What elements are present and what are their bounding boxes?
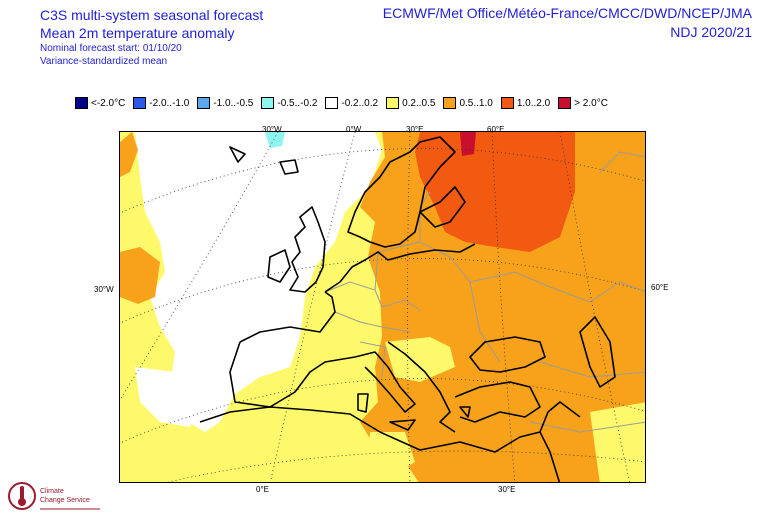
thermometer-globe-icon: Climate Change Service: [8, 482, 100, 510]
legend-item: 0.2..0.5: [386, 97, 435, 109]
anomaly-0p5-1p0-w: [120, 247, 160, 304]
anomaly-map: [119, 131, 646, 483]
anomaly-neg-0p2-0p5: [265, 132, 285, 148]
coastlines: [199, 136, 616, 482]
forecast-start: Nominal forecast start: 01/10/20: [40, 43, 182, 54]
map-canvas: [120, 132, 645, 482]
svg-text:Change Service: Change Service: [40, 497, 90, 504]
graticule-label-bottom-1: 0°E: [256, 485, 269, 494]
color-legend: <-2.0°C -2.0..-1.0 -1.0..-0.5 -0.5..-0.2 -0.…: [75, 96, 616, 110]
season-label: NDJ 2020/21: [670, 24, 752, 40]
legend-swatch: [500, 97, 514, 109]
graticule-label-left: 30°W: [94, 285, 114, 294]
graticule-label-right: 60°E: [651, 283, 669, 292]
legend-item: <-2.0°C: [75, 97, 125, 109]
legend-label: 0.5..1.0: [459, 97, 493, 109]
copernicus-climate-logo: Climate Change Service: [4, 478, 104, 523]
legend-label: <-2.0°C: [91, 97, 126, 109]
anomaly-0p5-1p0-nw: [120, 132, 138, 177]
legend-item: -1.0..-0.5: [197, 97, 253, 109]
legend-swatch: [133, 97, 147, 109]
legend-item: -0.5..-0.2: [261, 97, 317, 109]
svg-text:Climate: Climate: [40, 488, 64, 495]
anomaly-neutral-atlantic: [135, 132, 382, 432]
source-block: ECMWF/Met Office/Météo-France/CMCC/DWD/N…: [383, 4, 752, 42]
legend-item: -0.2..0.2: [325, 97, 378, 109]
legend-label: 1.0..2.0: [516, 97, 551, 109]
legend-item: -2.0..-1.0: [133, 97, 189, 109]
legend-item: 0.5..1.0: [443, 97, 493, 109]
graticule-label-top-1: 30°W: [262, 125, 282, 134]
anomaly-neutral-iberia-sea: [135, 367, 200, 427]
legend-label: -0.2..0.2: [341, 97, 379, 109]
legend-swatch: [261, 97, 275, 109]
legend-label: -0.5..-0.2: [277, 97, 318, 109]
anomaly-gt-2p0: [460, 132, 476, 156]
legend-label: -2.0..-1.0: [149, 97, 190, 109]
legend-swatch: [558, 97, 572, 109]
method-note: Variance-standardized mean: [40, 56, 168, 67]
legend-label: > 2.0°C: [574, 97, 608, 109]
legend-item: > 2.0°C: [558, 97, 608, 109]
product-title: C3S multi-system seasonal forecast: [40, 7, 264, 23]
legend-swatch: [197, 97, 211, 109]
legend-label: 0.2..0.5: [402, 97, 436, 109]
anomaly-0p2-0p5-balkans: [385, 337, 455, 382]
legend-swatch: [443, 97, 457, 109]
anomaly-0p5-1p0-east: [360, 132, 645, 482]
graticule: [120, 132, 645, 482]
legend-swatch: [75, 97, 88, 109]
graticule-label-top-3: 30°E: [406, 125, 424, 134]
centres-list: ECMWF/Met Office/Météo-France/CMCC/DWD/N…: [382, 5, 752, 21]
graticule-label-top-4: 60°E: [487, 125, 505, 134]
legend-item: 1.0..2.0: [500, 97, 551, 109]
legend-label: -1.0..-0.5: [213, 97, 254, 109]
anomaly-1p0-2p0: [415, 132, 575, 252]
variable-title: Mean 2m temperature anomaly: [40, 25, 235, 41]
graticule-label-bottom-2: 30°E: [498, 485, 516, 494]
title-block: C3S multi-system seasonal forecast Mean …: [40, 6, 263, 68]
legend-swatch: [386, 97, 400, 109]
legend-swatch: [325, 97, 339, 109]
country-borders: [324, 151, 645, 433]
anomaly-0p2-0p5-east-edge: [590, 402, 645, 482]
graticule-label-top-2: 0°W: [346, 125, 362, 134]
